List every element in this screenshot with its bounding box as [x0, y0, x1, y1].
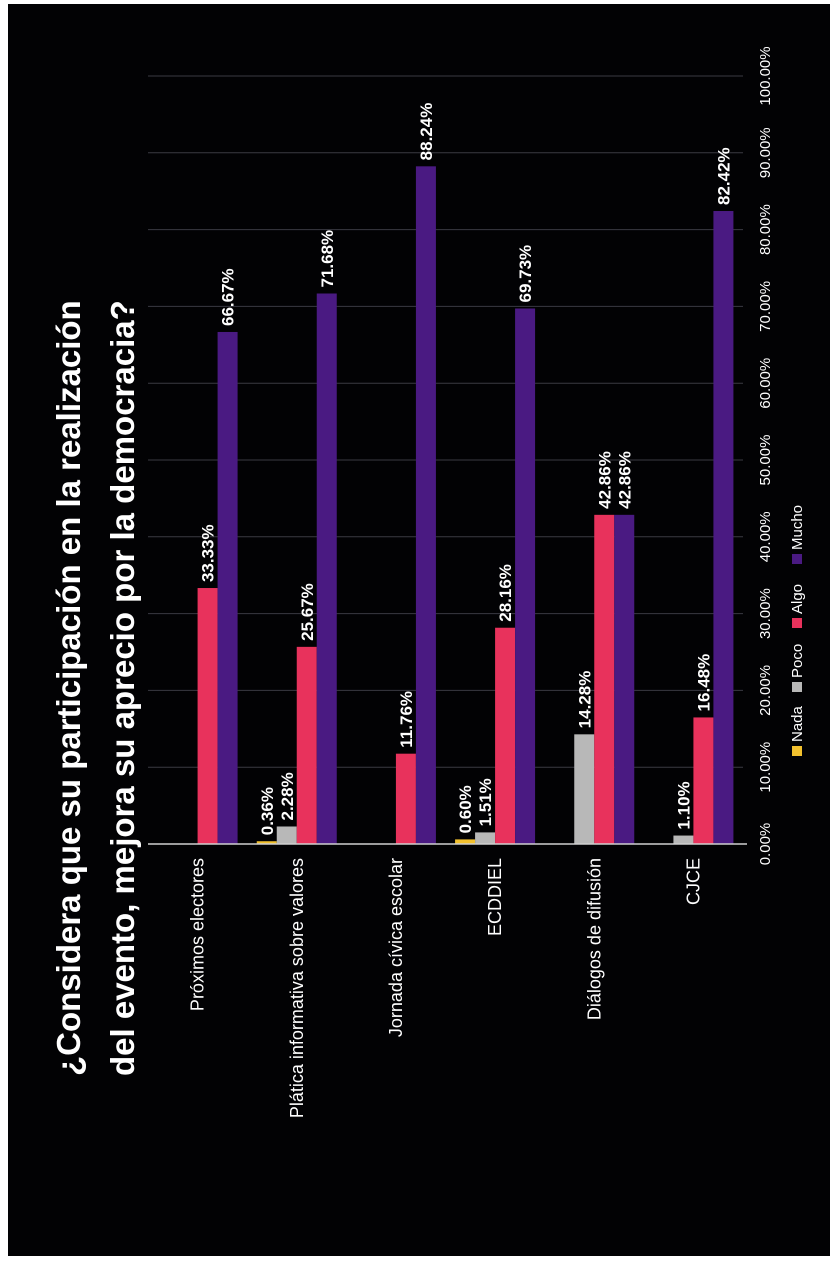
data-label: 1.10% — [674, 781, 693, 829]
x-tick-label: 30.00% — [757, 588, 774, 639]
bar-algo — [693, 717, 714, 844]
x-tick-label: 90.00% — [757, 127, 774, 178]
x-tick-label: 80.00% — [757, 204, 774, 255]
data-label: 71.68% — [318, 230, 337, 288]
bar-poco — [276, 826, 297, 844]
bar-poco — [673, 835, 694, 844]
category-label: Diálogos de difusión — [584, 858, 604, 1020]
bar-mucho — [713, 211, 734, 844]
bar-nada — [455, 839, 476, 844]
legend-swatch-algo — [792, 618, 802, 628]
x-tick-label: 100.00% — [757, 46, 774, 105]
x-tick-label: 40.00% — [757, 511, 774, 562]
data-label: 28.16% — [496, 564, 515, 622]
legend-label: Algo — [789, 584, 806, 614]
chart-title-line: del evento, mejora su aprecio por la dem… — [104, 300, 141, 1076]
bar-algo — [395, 753, 416, 844]
x-tick-label: 10.00% — [757, 742, 774, 793]
legend-label: Mucho — [789, 505, 806, 550]
data-label: 0.60% — [456, 785, 475, 833]
bar-mucho — [515, 308, 536, 844]
bar-algo — [296, 646, 317, 844]
data-label: 66.67% — [219, 268, 238, 326]
bar-poco — [574, 734, 595, 844]
x-tick-label: 60.00% — [757, 358, 774, 409]
bar-mucho — [316, 293, 337, 844]
bar-algo — [495, 627, 516, 844]
data-label: 33.33% — [199, 524, 218, 582]
data-label: 42.86% — [615, 451, 634, 509]
bar-algo — [594, 514, 615, 844]
legend-swatch-poco — [792, 682, 802, 692]
data-label: 82.42% — [714, 147, 733, 205]
slide-background: ¿Considera que su participación en la re… — [8, 4, 830, 1256]
data-label: 16.48% — [694, 654, 713, 712]
category-label: Jornada cívica escolar — [386, 858, 406, 1037]
bar-mucho — [415, 166, 436, 844]
category-label: ECDDIEL — [485, 858, 505, 936]
data-label: 2.28% — [278, 772, 297, 820]
bar-mucho — [614, 514, 635, 844]
data-label: 0.36% — [258, 787, 277, 835]
x-tick-label: 0.00% — [757, 823, 774, 866]
data-label: 1.51% — [476, 778, 495, 826]
rotated-chart-frame: ¿Considera que su participación en la re… — [8, 4, 830, 1256]
data-label: 88.24% — [417, 103, 436, 161]
data-label: 11.76% — [397, 691, 416, 748]
category-label: Próximos electores — [188, 858, 208, 1011]
bar-algo — [197, 588, 218, 844]
bar-mucho — [217, 331, 238, 844]
x-tick-label: 20.00% — [757, 665, 774, 716]
category-label: Plática informativa sobre valores — [287, 858, 307, 1118]
chart: ¿Considera que su participación en la re… — [50, 46, 806, 1118]
legend-swatch-mucho — [792, 554, 802, 564]
data-label: 42.86% — [595, 451, 614, 509]
category-label: CJCE — [683, 858, 703, 905]
legend-label: Poco — [789, 644, 806, 678]
bar-poco — [475, 832, 496, 844]
x-tick-label: 50.00% — [757, 435, 774, 486]
data-label: 14.28% — [575, 671, 594, 729]
data-label: 25.67% — [298, 583, 317, 641]
legend-swatch-nada — [792, 746, 802, 756]
chart-title-line: ¿Considera que su participación en la re… — [50, 300, 87, 1076]
x-tick-label: 70.00% — [757, 281, 774, 332]
data-label: 69.73% — [516, 245, 535, 303]
legend-label: Nada — [789, 705, 806, 742]
